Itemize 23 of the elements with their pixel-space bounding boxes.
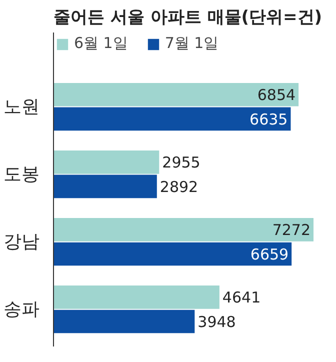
bar [54, 310, 195, 334]
y-tick-label: 송파 [4, 298, 40, 320]
legend-label: 6월 1일 [74, 34, 128, 53]
y-tick-label: 노원 [4, 96, 40, 118]
bar [54, 242, 292, 266]
data-label: 6635 [250, 110, 288, 128]
data-label: 2892 [160, 178, 198, 196]
bar [54, 218, 314, 242]
data-label: 6659 [250, 245, 289, 264]
bar [54, 286, 220, 309]
bar [54, 107, 291, 131]
bar [54, 174, 157, 198]
data-label: 2955 [162, 154, 200, 172]
bar [54, 82, 299, 106]
data-label: 3948 [198, 313, 236, 332]
legend-label: 7월 1일 [164, 34, 219, 53]
data-label: 6854 [257, 86, 296, 104]
bar [54, 150, 160, 174]
chart-title: 줄어든 서울 아파트 매물(단위=건) [54, 8, 322, 28]
data-label: 4641 [222, 288, 261, 307]
data-label: 7272 [272, 221, 311, 240]
y-tick-label: 강남 [4, 231, 40, 252]
y-tick-label: 도봉 [4, 164, 40, 185]
